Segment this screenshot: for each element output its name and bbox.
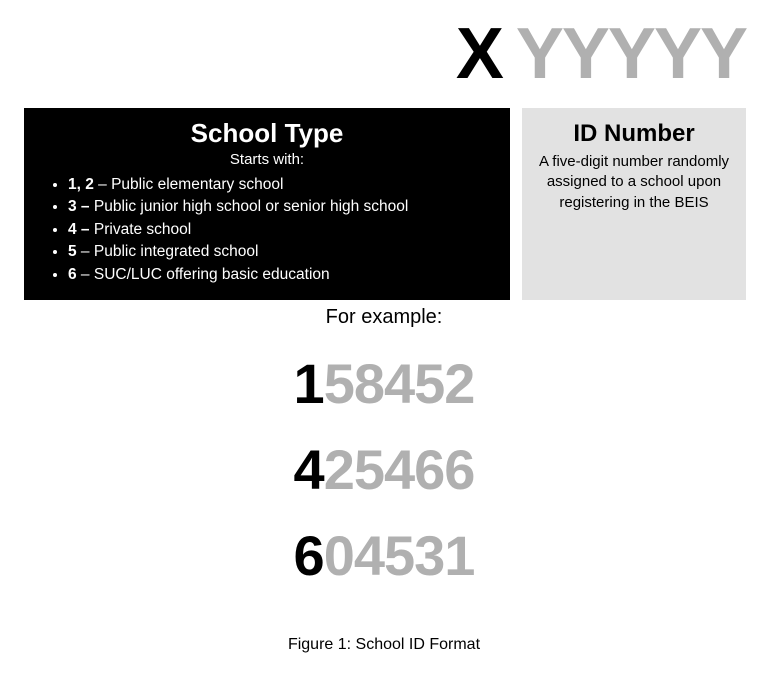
list-item-text: Public junior high school or senior high…	[94, 198, 409, 215]
school-type-list: 1, 2 – Public elementary school 3 – Publ…	[42, 174, 492, 286]
example-rest: 25466	[324, 438, 475, 501]
pattern-prefix: X	[456, 14, 502, 94]
pattern-suffix: YYYYY	[516, 14, 746, 94]
list-item-text: SUC/LUC offering basic education	[94, 266, 330, 283]
list-item-code: 5	[68, 243, 77, 260]
id-format-pattern: XYYYYY	[456, 18, 746, 90]
figure-caption: Figure 1: School ID Format	[0, 636, 768, 654]
example-rest: 58452	[324, 352, 475, 415]
list-item: 4 – Private school	[68, 219, 492, 241]
list-item-code: 6	[68, 266, 77, 283]
list-item-text: Public integrated school	[94, 243, 259, 260]
school-type-title: School Type	[42, 118, 492, 149]
id-number-description: A five-digit number randomly assigned to…	[536, 152, 732, 213]
list-item: 5 – Public integrated school	[68, 241, 492, 263]
list-item-text: Public elementary school	[111, 176, 283, 193]
list-item-sep: –	[94, 176, 111, 193]
list-item-sep: –	[77, 243, 94, 260]
list-item-text: Private school	[94, 221, 191, 238]
example-id: 158452	[0, 356, 768, 412]
legend-boxes: School Type Starts with: 1, 2 – Public e…	[24, 108, 746, 300]
list-item-code: 3 –	[68, 198, 90, 215]
example-ids: 158452 425466 604531	[0, 346, 768, 614]
example-prefix: 1	[294, 352, 324, 415]
example-prefix: 4	[294, 438, 324, 501]
id-number-title: ID Number	[536, 120, 732, 148]
list-item-code: 4 –	[68, 221, 90, 238]
list-item: 1, 2 – Public elementary school	[68, 174, 492, 196]
list-item: 3 – Public junior high school or senior …	[68, 196, 492, 218]
id-number-box: ID Number A five-digit number randomly a…	[522, 108, 746, 300]
school-type-box: School Type Starts with: 1, 2 – Public e…	[24, 108, 510, 300]
example-id: 425466	[0, 442, 768, 498]
for-example-label: For example:	[0, 306, 768, 329]
list-item-sep: –	[77, 266, 94, 283]
example-rest: 04531	[324, 524, 475, 587]
example-prefix: 6	[294, 524, 324, 587]
list-item: 6 – SUC/LUC offering basic education	[68, 264, 492, 286]
example-id: 604531	[0, 528, 768, 584]
school-type-subtitle: Starts with:	[42, 151, 492, 168]
list-item-code: 1, 2	[68, 176, 94, 193]
